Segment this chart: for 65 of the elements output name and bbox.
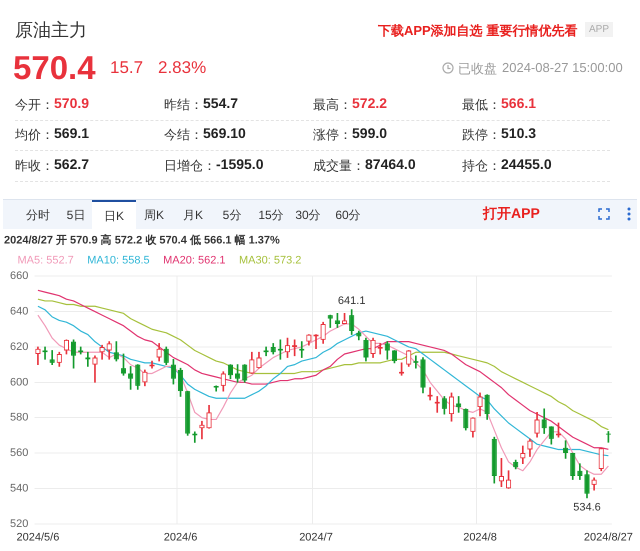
text: 510.3 (501, 125, 536, 141)
text: 554.7 (203, 95, 238, 111)
y-tick-label: 540 (10, 482, 28, 494)
text: 周K (144, 207, 164, 224)
text: 持仓： (462, 157, 501, 175)
text: 566.1 (501, 95, 536, 111)
text: 月K (182, 207, 204, 224)
y-tick-label: 560 (10, 447, 28, 460)
text: 30分 (295, 207, 321, 224)
text: MA10: 558.5 (87, 254, 150, 267)
text: MA5: 552.7 (18, 254, 74, 267)
y-tick-label: 580 (10, 412, 28, 424)
text: APP (585, 22, 614, 37)
text: 日K (92, 200, 136, 232)
text: 昨结： (164, 96, 203, 114)
text: MA20: 562.1 (163, 254, 226, 267)
text: 572.2 (352, 95, 388, 111)
text: 打开APP (483, 205, 540, 223)
text: 今结： (164, 126, 203, 144)
candlestick (120, 354, 126, 376)
text: 日增仓： (164, 157, 216, 175)
annotation: 534.6 (573, 502, 601, 514)
text: 5分 (222, 207, 242, 224)
text: 60分 (335, 207, 361, 224)
text: 569.10 (203, 125, 246, 141)
text: 15.7 (110, 58, 144, 78)
text: 分时 (26, 207, 50, 224)
text: MA30: 573.2 (239, 254, 302, 267)
annotation: 641.1 (338, 295, 366, 308)
text: 15分 (258, 207, 284, 224)
text: 最低： (462, 96, 501, 114)
text: 570.9 (54, 95, 90, 111)
text: 昨收： (15, 157, 54, 175)
text: 24455.0 (501, 156, 552, 172)
y-tick-label: 600 (10, 376, 28, 388)
y-tick-label: 640 (10, 306, 28, 318)
chart-title: 2024/8/27 开 570.9 高 572.2 收 570.4 低 566.1 幅 1.37% (4, 234, 280, 247)
x-tick-label: 2024/8 (463, 531, 497, 544)
text: -1595.0 (216, 156, 264, 172)
x-tick-label: 2024/5/6 (16, 531, 60, 544)
text: 涨停： (313, 126, 352, 144)
text: 跌停： (462, 126, 501, 144)
text: 5日 (66, 207, 86, 224)
text: 已收盘 (458, 60, 497, 78)
y-tick-label: 620 (10, 340, 28, 353)
text: 2.83% (158, 58, 206, 78)
y-tick-label: 520 (10, 518, 28, 530)
text: 599.0 (352, 125, 388, 141)
candlestick (199, 420, 204, 440)
x-tick-label: 2024/8/27 (584, 531, 633, 544)
candlestick (498, 458, 504, 487)
text: 87464.0 (365, 156, 416, 172)
text: 均价： (15, 126, 54, 144)
text: 569.1 (54, 125, 90, 141)
text: 最高： (313, 96, 352, 114)
text: 下载APP添加自选 重要行情优先看 (378, 22, 578, 40)
text: 原油主力 (15, 19, 87, 42)
x-tick-label: 2024/7 (299, 531, 333, 544)
text: 570.4 (13, 49, 96, 87)
text: 2024-08-27 15:00:00 (502, 60, 623, 75)
y-tick-label: 660 (10, 270, 28, 282)
text: 成交量： (313, 157, 365, 175)
x-tick-label: 2024/6 (164, 531, 198, 544)
text: 今开： (15, 96, 54, 114)
text: 562.7 (54, 156, 90, 172)
